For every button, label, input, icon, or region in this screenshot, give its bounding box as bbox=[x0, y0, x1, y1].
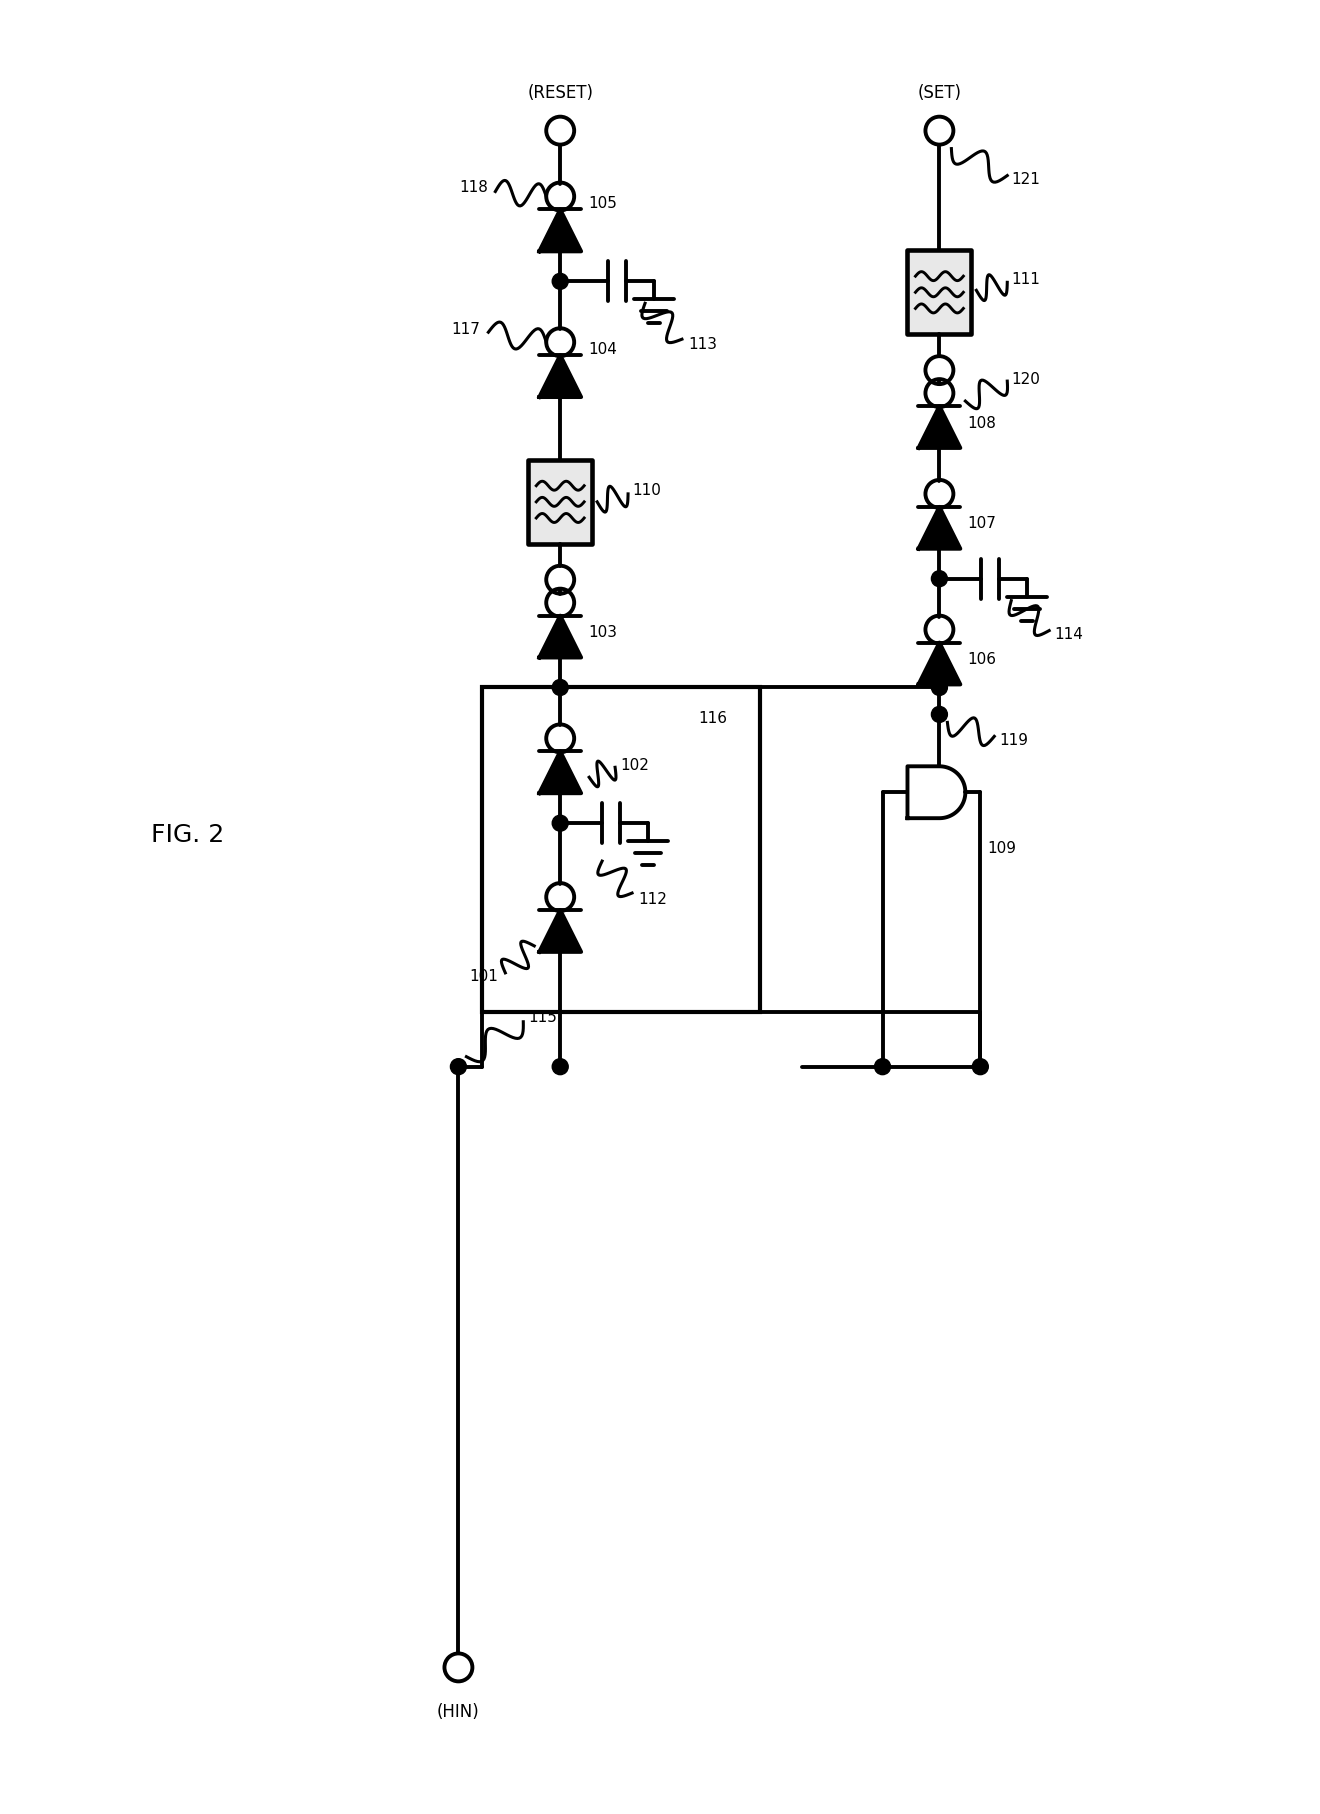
Text: 111: 111 bbox=[1011, 272, 1040, 287]
Text: 120: 120 bbox=[1011, 372, 1040, 386]
Circle shape bbox=[973, 1059, 989, 1076]
Bar bbox=[907, 252, 972, 336]
Text: FIG. 2: FIG. 2 bbox=[150, 824, 224, 847]
Text: 117: 117 bbox=[451, 321, 480, 337]
Text: 101: 101 bbox=[470, 969, 499, 983]
Circle shape bbox=[932, 680, 948, 697]
Circle shape bbox=[552, 816, 568, 831]
Text: 112: 112 bbox=[638, 891, 667, 905]
Text: 121: 121 bbox=[1011, 172, 1040, 187]
Circle shape bbox=[552, 274, 568, 290]
Text: 118: 118 bbox=[459, 180, 488, 194]
Text: 107: 107 bbox=[968, 515, 997, 532]
Polygon shape bbox=[540, 210, 581, 252]
Polygon shape bbox=[540, 617, 581, 658]
Text: 113: 113 bbox=[688, 337, 717, 352]
Text: 110: 110 bbox=[632, 483, 661, 499]
Polygon shape bbox=[919, 406, 961, 448]
Circle shape bbox=[450, 1059, 466, 1076]
Text: (RESET): (RESET) bbox=[527, 83, 593, 102]
Text: 114: 114 bbox=[1055, 626, 1082, 642]
Text: 119: 119 bbox=[999, 733, 1028, 747]
Polygon shape bbox=[540, 753, 581, 795]
Text: 109: 109 bbox=[987, 840, 1016, 854]
Text: 116: 116 bbox=[698, 711, 727, 726]
Text: 106: 106 bbox=[968, 651, 997, 668]
Polygon shape bbox=[907, 767, 965, 818]
Circle shape bbox=[875, 1059, 891, 1076]
Text: (SET): (SET) bbox=[917, 83, 961, 102]
Bar bbox=[482, 688, 760, 1012]
Circle shape bbox=[552, 1059, 568, 1076]
Circle shape bbox=[552, 680, 568, 697]
Text: 105: 105 bbox=[589, 196, 616, 212]
Polygon shape bbox=[919, 644, 961, 686]
Polygon shape bbox=[540, 911, 581, 952]
Text: (HIN): (HIN) bbox=[437, 1702, 479, 1720]
Polygon shape bbox=[919, 508, 961, 550]
Text: 104: 104 bbox=[589, 343, 616, 357]
Circle shape bbox=[932, 707, 948, 724]
Text: 108: 108 bbox=[968, 415, 997, 430]
Text: 115: 115 bbox=[528, 1010, 557, 1025]
Text: 103: 103 bbox=[589, 624, 618, 640]
Circle shape bbox=[932, 571, 948, 588]
Polygon shape bbox=[540, 356, 581, 397]
Bar bbox=[528, 461, 593, 544]
Text: 102: 102 bbox=[620, 758, 649, 773]
